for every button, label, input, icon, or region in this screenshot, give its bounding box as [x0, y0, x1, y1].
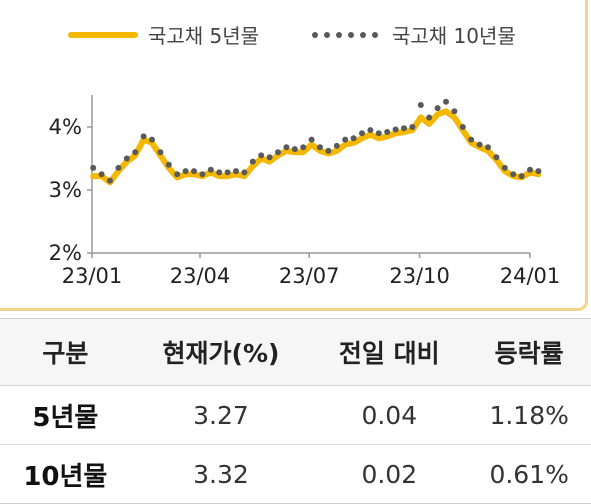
series-10y-point: [434, 105, 441, 112]
series-10y-point: [451, 108, 458, 115]
x-tick-label: 23/01: [62, 264, 123, 288]
series-10y-dots: [90, 98, 542, 184]
chart-legend: 국고채 5년물 국고채 10년물: [0, 20, 591, 50]
series-10y-point: [417, 102, 424, 108]
chart-axes: [87, 95, 531, 258]
series-10y-point: [191, 168, 197, 175]
cell-current: 3.32: [130, 444, 312, 504]
header-current: 현재가(%): [130, 318, 312, 386]
series-10y-point: [199, 171, 206, 178]
series-10y-point: [317, 144, 323, 151]
series-10y-point: [90, 164, 97, 171]
table-header-row: 구분 현재가(%) 전일 대비 등락률: [0, 318, 591, 386]
series-10y-point: [283, 144, 290, 151]
series-10y-point: [132, 149, 139, 156]
series-10y-point: [249, 158, 256, 165]
series-10y-point: [476, 141, 483, 148]
series-10y-point: [157, 149, 164, 156]
series-10y-point: [350, 135, 357, 142]
legend-item-10y: 국고채 10년물: [312, 20, 516, 49]
x-tick-label: 23/10: [389, 264, 450, 288]
legend-swatch-dots: [312, 31, 382, 38]
series-10y-point: [182, 168, 189, 175]
legend-label-5y: 국고채 5년물: [148, 24, 260, 48]
header-change: 전일 대비: [311, 318, 468, 386]
series-10y-point: [459, 124, 466, 130]
series-10y-point: [216, 169, 223, 176]
series-10y-point: [300, 144, 307, 151]
chart-frame: [0, 0, 588, 311]
series-10y-point: [98, 171, 105, 178]
series-10y-point: [527, 166, 533, 173]
series-10y-point: [333, 142, 340, 149]
series-10y-point: [485, 144, 491, 151]
series-10y-point: [224, 169, 231, 176]
series-10y-point: [501, 164, 508, 171]
series-10y-point: [359, 130, 365, 137]
series-10y-point: [207, 166, 214, 173]
header-category: 구분: [0, 318, 131, 386]
series-10y-point: [426, 114, 433, 121]
series-10y-point: [401, 125, 407, 132]
table-row: 5년물 3.27 0.04 1.18%: [0, 385, 591, 445]
series-10y-point: [443, 98, 449, 105]
y-tick-label: 3%: [49, 178, 82, 202]
row-label: 10년물: [0, 444, 131, 504]
series-10y-point: [342, 136, 349, 143]
cell-current: 3.27: [130, 385, 312, 445]
series-5y-path: [90, 108, 542, 186]
legend-item-5y: 국고채 5년물: [68, 20, 259, 49]
table-row: 10년물 3.32 0.02 0.61%: [0, 444, 591, 504]
series-10y-point: [468, 136, 475, 143]
series-10y-point: [123, 155, 130, 162]
yield-table: 구분 현재가(%) 전일 대비 등락률 5년물 3.27 0.04 1.18% …: [0, 318, 591, 504]
series-10y-point: [535, 168, 542, 175]
series-5y-line: [90, 108, 542, 186]
series-10y-point: [384, 129, 391, 135]
series-10y-point: [493, 154, 500, 161]
series-10y-point: [266, 154, 273, 161]
x-tick-label: 24/01: [500, 264, 561, 288]
series-10y-point: [115, 164, 122, 171]
y-tick-label: 4%: [49, 115, 82, 139]
yield-line-chart: 2% 3% 4% 23/01 23/04 23/07 23/10 24/01: [49, 95, 561, 288]
cell-change: 0.04: [311, 385, 468, 445]
series-10y-point: [107, 177, 113, 184]
cell-rate: 0.61%: [467, 444, 591, 504]
cell-change: 0.02: [311, 444, 468, 504]
series-10y-point: [392, 126, 399, 133]
x-tick-label: 23/04: [170, 264, 231, 288]
row-label: 5년물: [0, 385, 131, 445]
cell-rate: 1.18%: [467, 385, 591, 445]
header-rate: 등락률: [467, 318, 591, 386]
series-10y-point: [325, 147, 332, 154]
series-10y-point: [291, 146, 298, 153]
legend-label-10y: 국고채 10년물: [392, 24, 516, 48]
legend-swatch-line: [68, 31, 138, 38]
series-10y-point: [233, 168, 239, 175]
y-tick-label: 2%: [49, 241, 82, 265]
series-10y-point: [510, 171, 517, 178]
series-10y-point: [308, 136, 315, 143]
series-10y-point: [174, 171, 181, 178]
series-10y-point: [367, 127, 374, 134]
x-tick-label: 23/07: [279, 264, 340, 288]
series-10y-point: [518, 173, 525, 180]
series-10y-point: [140, 133, 147, 140]
series-10y-point: [258, 152, 265, 159]
series-10y-point: [409, 124, 416, 130]
series-10y-point: [275, 149, 281, 156]
tick-labels: 2% 3% 4% 23/01 23/04 23/07 23/10 24/01: [49, 115, 561, 288]
series-10y-point: [149, 136, 155, 143]
series-10y-point: [375, 130, 382, 137]
series-10y-point: [241, 169, 248, 176]
series-10y-point: [165, 161, 172, 168]
